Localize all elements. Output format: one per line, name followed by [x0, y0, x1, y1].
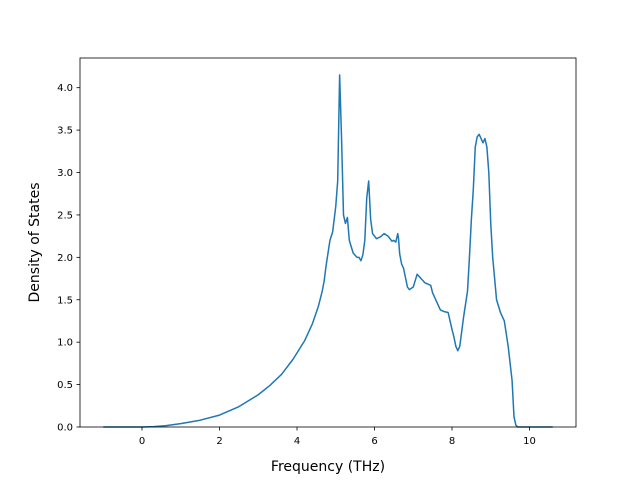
y-tick-label: 0.0 [57, 423, 73, 434]
y-tick-label: 3.0 [57, 168, 73, 179]
y-tick-label: 1.5 [57, 295, 73, 306]
plot-area [79, 57, 577, 428]
y-tick-label: 0.5 [57, 380, 73, 391]
x-tick-label: 0 [139, 436, 145, 447]
x-tick-label: 6 [371, 436, 377, 447]
dos-series-line-0 [103, 74, 553, 428]
x-axis-label: Frequency (THz) [271, 459, 385, 475]
x-tick-label: 2 [216, 436, 222, 447]
y-tick-label: 3.5 [57, 126, 73, 137]
y-axis-ticks: 0.0 0.5 1.0 1.5 2.0 2.5 3.0 3.5 4.0 [57, 83, 80, 434]
plot-background [80, 58, 576, 427]
y-tick-label: 2.5 [57, 210, 73, 221]
y-tick-label: 4.0 [57, 83, 73, 94]
x-tick-label: 10 [523, 436, 536, 447]
x-tick-label: 4 [294, 436, 300, 447]
x-tick-label: 8 [449, 436, 455, 447]
y-tick-label: 2.0 [57, 253, 73, 264]
plot-frame [79, 57, 577, 428]
y-tick-label: 1.0 [57, 338, 73, 349]
y-axis-label: Density of States [27, 183, 43, 303]
x-axis-ticks: 0 2 4 6 8 10 [139, 427, 536, 447]
